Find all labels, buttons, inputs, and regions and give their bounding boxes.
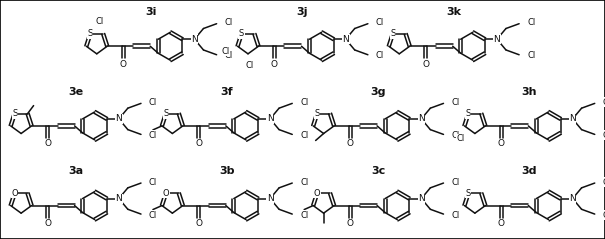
Text: O: O [498, 139, 505, 148]
Text: N: N [494, 35, 500, 44]
Text: Cl: Cl [224, 51, 233, 60]
Text: O: O [422, 60, 429, 69]
Text: Cl: Cl [149, 211, 157, 220]
Text: N: N [342, 35, 349, 44]
Text: S: S [88, 29, 93, 38]
Text: N: N [191, 35, 198, 44]
Text: N: N [267, 114, 273, 123]
Text: S: S [315, 109, 320, 118]
Text: S: S [239, 29, 244, 38]
Text: Cl: Cl [451, 211, 460, 220]
Text: Cl: Cl [603, 178, 605, 187]
Text: O: O [44, 139, 51, 148]
Text: Cl: Cl [224, 18, 233, 27]
Text: O: O [44, 219, 51, 228]
Text: O: O [195, 219, 202, 228]
Text: 3h: 3h [522, 87, 537, 97]
Text: O: O [120, 60, 126, 69]
Text: 3e: 3e [68, 87, 83, 97]
Text: Cl: Cl [603, 98, 605, 107]
Text: Cl: Cl [221, 47, 230, 56]
Text: O: O [11, 189, 18, 198]
Text: Cl: Cl [451, 178, 460, 187]
Text: 3k: 3k [446, 7, 461, 17]
Text: O: O [271, 60, 278, 69]
Text: Cl: Cl [300, 178, 309, 187]
Text: 3b: 3b [219, 166, 235, 176]
Text: N: N [267, 194, 273, 203]
Text: O: O [347, 139, 353, 148]
Text: Cl: Cl [457, 134, 465, 143]
Text: Cl: Cl [246, 61, 254, 70]
Text: 3j: 3j [296, 7, 309, 17]
Text: S: S [466, 109, 471, 118]
Text: O: O [163, 189, 169, 198]
Text: N: N [418, 194, 425, 203]
Text: S: S [12, 109, 18, 118]
Text: 3d: 3d [522, 166, 537, 176]
Text: S: S [466, 189, 471, 198]
Text: Cl: Cl [300, 211, 309, 220]
Text: Cl: Cl [376, 18, 384, 27]
Text: Cl: Cl [376, 51, 384, 60]
Text: N: N [569, 194, 576, 203]
Text: 3a: 3a [68, 166, 83, 176]
Text: Cl: Cl [149, 178, 157, 187]
Text: Cl: Cl [300, 131, 309, 140]
Text: O: O [314, 189, 321, 198]
Text: Cl: Cl [527, 18, 535, 27]
Text: Cl: Cl [603, 131, 605, 140]
Text: 3c: 3c [371, 166, 385, 176]
Text: Cl: Cl [603, 211, 605, 220]
Text: Cl: Cl [451, 131, 460, 140]
Text: Cl: Cl [149, 131, 157, 140]
Text: O: O [347, 219, 353, 228]
Text: O: O [498, 219, 505, 228]
Text: Cl: Cl [451, 98, 460, 107]
Text: N: N [418, 114, 425, 123]
Text: S: S [390, 29, 396, 38]
Text: Cl: Cl [95, 17, 103, 27]
Text: 3g: 3g [370, 87, 386, 97]
Text: N: N [116, 114, 122, 123]
Text: Cl: Cl [149, 98, 157, 107]
Text: Cl: Cl [527, 51, 535, 60]
Text: O: O [195, 139, 202, 148]
Text: Cl: Cl [300, 98, 309, 107]
Text: 3i: 3i [146, 7, 157, 17]
Text: 3f: 3f [221, 87, 233, 97]
Text: N: N [569, 114, 576, 123]
Text: S: S [163, 109, 169, 118]
Text: N: N [116, 194, 122, 203]
